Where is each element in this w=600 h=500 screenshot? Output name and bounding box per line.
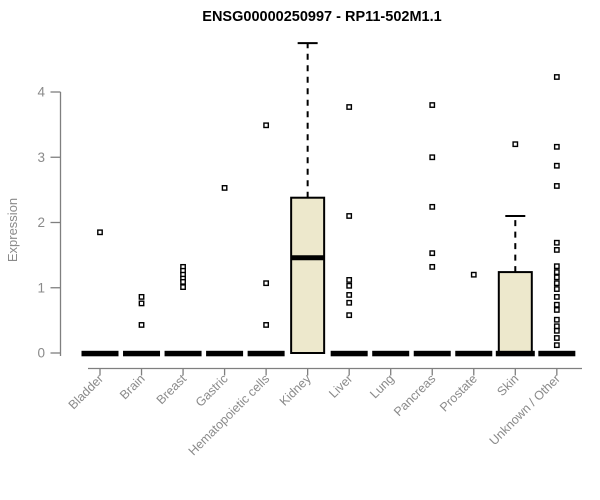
box [290,196,326,354]
boxplot-liver [330,104,368,357]
box [497,271,533,354]
outlier-point [553,274,560,281]
outlier-point [553,342,560,349]
outlier-point [180,284,186,290]
outlier-point [346,277,353,283]
boxplot-pancreas [413,102,451,357]
outlier-point [553,307,560,313]
outlier-point [553,286,560,292]
outlier-point [221,185,228,191]
outlier-point [97,229,103,236]
outlier-point [553,293,560,300]
median-bar-zero [495,350,535,357]
outlier-point [553,280,560,287]
y-tick-label: 2 [37,215,45,230]
outlier-point [553,269,560,275]
boxplot-skin [495,141,535,357]
boxplot-kidney [290,42,326,354]
median-bar-zero [164,350,202,357]
outlier-point [512,141,519,148]
median-bar-zero [413,350,451,357]
boxplot-brain [123,293,161,357]
outlier-point [346,104,353,110]
outlier-point [470,271,477,278]
outlier-point [553,301,560,308]
outlier-point [429,154,436,161]
outlier-point [138,293,145,300]
x-tick-label-breast: Breast [154,371,190,407]
boxplot-breast [164,263,202,357]
box-plots [81,42,576,357]
outlier-point [553,323,560,330]
x-tick-label-brain: Brain [117,372,148,403]
median-bar-zero [372,350,410,357]
x-tick-label-unknown-other: Unknown / Other [487,372,563,448]
x-tick-label-gastric: Gastric [193,372,231,410]
outlier-point [263,280,270,287]
y-tick-label: 3 [37,150,45,165]
outlier-point [263,322,270,328]
boxplot-unknown-other [538,74,576,357]
median-bar-zero [455,350,493,357]
boxplot-lung [372,350,410,357]
outlier-point [553,183,560,189]
median-bar-zero [123,350,161,357]
y-tick-label: 0 [37,346,45,361]
median-bar-zero [330,350,368,357]
outlier-point [553,143,560,150]
outlier-point [138,322,145,328]
y-axis-label: Expression [5,198,20,262]
chart-title: ENSG00000250997 - RP11-502M1.1 [202,9,441,25]
outlier-point [553,247,560,253]
y-tick-label: 4 [37,85,45,100]
y-tick-label: 1 [37,280,45,295]
x-tick-label-bladder: Bladder [66,372,106,412]
x-tick-label-liver: Liver [326,372,355,401]
outlier-point [553,162,560,169]
outlier-point [429,203,436,210]
median-bar-zero [247,350,285,357]
outlier-point [429,263,436,270]
x-tick-label-pancreas: Pancreas [391,372,438,419]
outlier-point [429,250,436,257]
outlier-point [429,102,436,108]
boxplot-gastric [206,185,244,357]
outlier-point [180,278,186,285]
x-tick-label-skin: Skin [494,372,521,399]
x-tick-label-hematopoietic-cells: Hematopoietic cells [186,372,273,459]
outlier-point [553,74,560,80]
outlier-point [346,299,353,306]
outlier-point [138,300,145,307]
outlier-point [553,263,560,270]
boxplot-hematopoietic-cells [247,122,285,357]
median-bar-zero [206,350,244,357]
outlier-point [346,213,353,219]
x-tick-label-prostate: Prostate [437,372,480,415]
boxplot-prostate [455,271,493,357]
outlier-point [553,335,560,341]
x-tick-label-lung: Lung [367,372,397,402]
outlier-point [346,282,353,289]
outlier-point [553,239,560,246]
median-bar-zero [538,350,576,357]
outlier-point [553,316,560,323]
boxplot-bladder [81,229,119,357]
median-bar-zero [81,350,119,357]
x-tick-label-kidney: Kidney [277,371,314,408]
outlier-point [346,292,353,298]
outlier-point [553,327,560,334]
outlier-point [263,122,270,129]
outlier-point [346,312,353,319]
